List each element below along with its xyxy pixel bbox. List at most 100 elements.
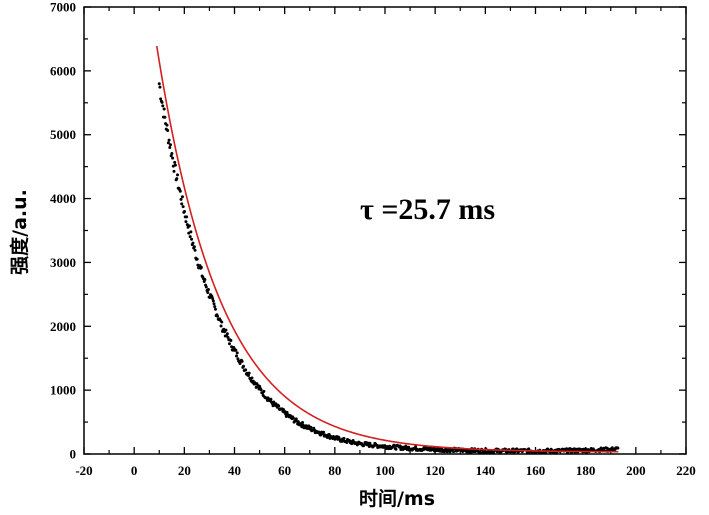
data-point xyxy=(213,305,217,309)
data-point xyxy=(178,189,182,193)
data-point xyxy=(211,297,215,301)
y-tick-label: 5000 xyxy=(50,127,76,142)
data-point xyxy=(180,202,184,206)
x-tick-label: 0 xyxy=(131,463,138,478)
data-point xyxy=(166,129,170,133)
data-point xyxy=(244,368,248,372)
data-point xyxy=(227,342,231,346)
y-axis-title: 强度/a.u. xyxy=(8,189,31,275)
data-point xyxy=(414,445,418,449)
data-point xyxy=(189,230,193,234)
data-point xyxy=(195,257,199,261)
data-point xyxy=(167,138,171,142)
data-point xyxy=(175,177,179,181)
data-point xyxy=(206,287,210,291)
y-tick-label: 6000 xyxy=(50,63,76,78)
x-tick-label: 220 xyxy=(676,463,696,478)
data-point xyxy=(250,376,254,380)
data-points xyxy=(157,82,620,455)
x-tick-label: 160 xyxy=(526,463,546,478)
data-point xyxy=(269,397,273,401)
data-point xyxy=(165,123,169,127)
data-point xyxy=(171,156,175,160)
x-tick-labels: -20 0 20 40 60 80 100 120 140 160 180 200 220 xyxy=(75,463,695,478)
data-point xyxy=(296,420,300,424)
data-point xyxy=(180,195,184,199)
data-point xyxy=(173,163,177,167)
data-point xyxy=(190,237,194,241)
data-point xyxy=(170,152,174,156)
data-point xyxy=(322,430,326,434)
y-tick-label: 2000 xyxy=(50,319,76,334)
data-point xyxy=(188,235,192,239)
data-point xyxy=(212,302,216,306)
data-point xyxy=(204,285,208,289)
data-point xyxy=(163,115,167,119)
data-point xyxy=(166,141,170,145)
data-point xyxy=(181,205,185,209)
data-point xyxy=(259,388,263,392)
data-point xyxy=(185,215,189,219)
data-point xyxy=(203,278,207,282)
data-point xyxy=(235,351,239,355)
x-tick-label: 40 xyxy=(228,463,241,478)
data-point xyxy=(168,143,172,147)
data-point xyxy=(616,446,620,450)
data-point xyxy=(193,248,197,252)
x-tick-label: 60 xyxy=(278,463,291,478)
data-point xyxy=(162,107,166,111)
data-point xyxy=(277,404,281,408)
data-point xyxy=(176,173,180,177)
data-point xyxy=(225,332,229,336)
data-point xyxy=(179,197,183,201)
x-tick-label: -20 xyxy=(75,463,92,478)
x-tick-label: 20 xyxy=(178,463,191,478)
data-point xyxy=(191,241,195,245)
y-tick-label: 0 xyxy=(70,447,77,462)
data-point xyxy=(452,450,456,454)
data-point xyxy=(211,299,215,303)
data-point xyxy=(159,97,163,101)
x-tick-label: 200 xyxy=(626,463,646,478)
data-point xyxy=(235,354,239,358)
data-point xyxy=(219,324,223,328)
data-point xyxy=(240,359,244,363)
data-point xyxy=(342,436,346,440)
x-tick-label: 100 xyxy=(375,463,395,478)
y-tick-label: 1000 xyxy=(50,383,76,398)
y-tick-label: 7000 xyxy=(50,0,76,15)
data-point xyxy=(184,220,188,224)
data-point xyxy=(220,320,224,324)
data-point xyxy=(158,85,162,89)
data-point xyxy=(187,224,191,228)
data-point xyxy=(213,307,217,311)
data-point xyxy=(301,421,305,425)
data-point xyxy=(291,416,295,420)
data-point xyxy=(247,371,251,375)
data-point xyxy=(478,451,482,455)
data-point xyxy=(172,169,176,173)
data-point xyxy=(242,364,246,368)
data-point xyxy=(350,442,354,446)
data-point xyxy=(168,146,172,150)
data-point xyxy=(173,160,177,164)
data-point xyxy=(226,335,230,339)
data-point xyxy=(309,425,313,429)
data-point xyxy=(394,447,398,451)
data-point xyxy=(216,314,220,318)
data-point xyxy=(229,339,233,343)
x-tick-label: 80 xyxy=(328,463,341,478)
tick-marks xyxy=(83,6,687,455)
data-point xyxy=(199,265,203,269)
data-point xyxy=(157,82,161,86)
data-point xyxy=(160,100,164,104)
data-point xyxy=(161,104,165,108)
x-axis-title: 时间/ms xyxy=(359,488,435,510)
y-tick-labels: 0 1000 2000 3000 4000 5000 6000 7000 xyxy=(50,0,76,462)
x-tick-label: 120 xyxy=(425,463,445,478)
data-point xyxy=(234,348,238,352)
data-point xyxy=(206,291,210,295)
data-point xyxy=(246,373,250,377)
fit-curve xyxy=(155,45,619,453)
